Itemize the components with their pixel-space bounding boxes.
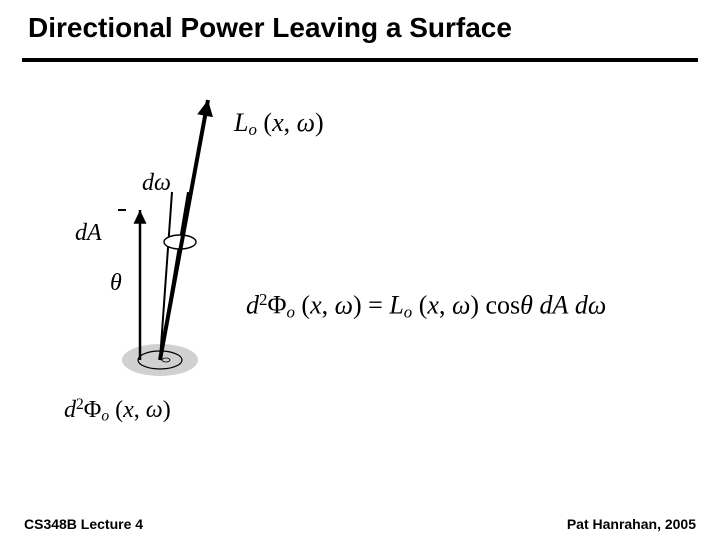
title-rule [22,58,698,62]
label-d2Phi: d2Φo (x, ω) [64,396,171,426]
equation: d2Φo (x, ω) = Lo (x, ω) cosθ dA dω [246,290,606,323]
footer-left: CS348B Lecture 4 [24,516,143,532]
slide-title: Directional Power Leaving a Surface [28,12,512,44]
label-dA: dA [75,220,102,247]
footer-right: Pat Hanrahan, 2005 [567,516,696,532]
label-Lo: Lo (x, ω) [234,108,324,140]
label-theta: θ [110,270,122,297]
label-domega: dω [142,170,171,197]
